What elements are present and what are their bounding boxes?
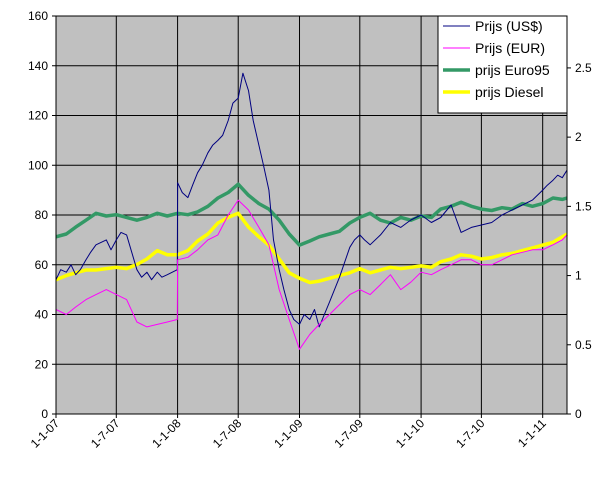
series-line-2 (55, 182, 568, 247)
legend-label: prijs Diesel (475, 84, 543, 100)
y-right-tick-label: 2.5 (575, 61, 592, 75)
y-right-tick-label: 1.5 (575, 199, 592, 213)
series-line-0 (55, 72, 568, 328)
legend-label: Prijs (EUR) (475, 40, 545, 56)
y-left-tick-label: 120 (28, 109, 48, 123)
y-left-tick-label: 100 (28, 158, 48, 172)
legend: Prijs (US$) Prijs (EUR) prijs Euro95 prijs … (437, 15, 568, 114)
y-right-tick-label: 0.5 (575, 338, 592, 352)
y-left-tick-label: 160 (28, 9, 48, 23)
y-right-tick-label: 1 (575, 269, 582, 283)
legend-label: prijs Euro95 (475, 62, 550, 78)
y-left-tick-label: 140 (28, 59, 48, 73)
series-line-3 (55, 211, 568, 285)
y-left-tick-label: 40 (35, 308, 49, 322)
series-line-1 (55, 199, 568, 350)
series-lines (55, 72, 568, 350)
y-right-tick-label: 2 (575, 130, 582, 144)
legend-label: Prijs (US$) (475, 18, 543, 34)
y-left-tick-label: 80 (35, 208, 49, 222)
y-right-tick-label: 0 (575, 407, 582, 421)
y-left-tick-label: 0 (41, 407, 48, 421)
y-left-tick-label: 20 (35, 357, 49, 371)
y-left-tick-label: 60 (35, 258, 49, 272)
legend-box (437, 15, 568, 114)
